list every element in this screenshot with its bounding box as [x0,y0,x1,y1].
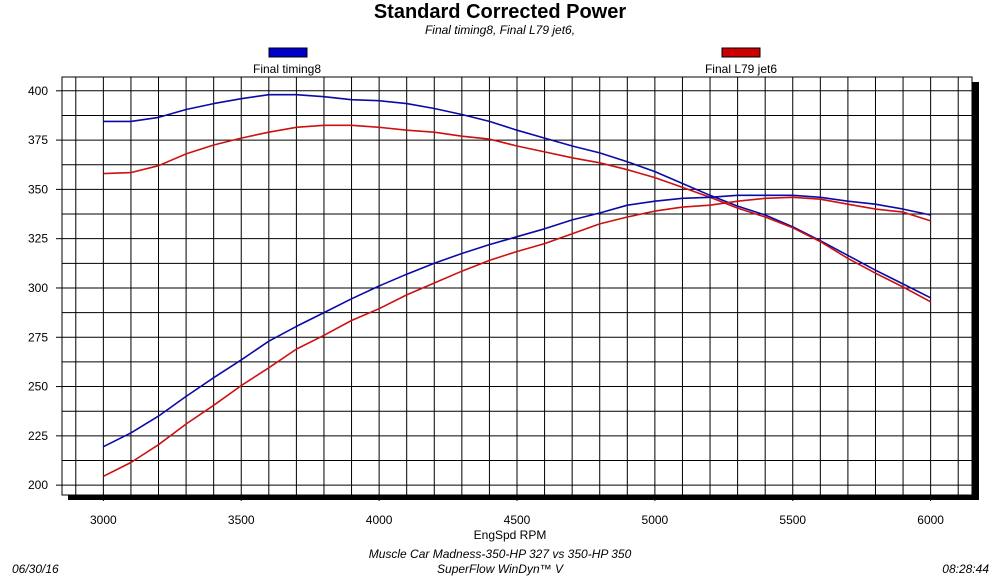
x-axis-label: EngSpd RPM [474,528,547,542]
chart-title: Standard Corrected Power [374,1,627,23]
legend-swatch-final-timing8 [268,47,308,58]
series-group [103,93,931,478]
series-line-final-l79-jet6-torque [103,124,931,303]
x-tick-label: 4000 [366,513,393,527]
x-tick-label: 3500 [228,513,255,527]
x-tick-label: 5000 [642,513,669,527]
series-line-final-l79-jet6-power [103,196,931,478]
x-tick-label: 4500 [504,513,531,527]
legend-swatch-final-l79-jet6 [721,47,761,58]
x-tick-label: 6000 [917,513,944,527]
legend: Final timing8 Final L79 jet6 [253,47,777,76]
x-tick-label: 3000 [90,513,117,527]
y-tick-label: 350 [28,182,48,196]
y-tick-label: 400 [28,84,48,98]
legend-label-final-timing8: Final timing8 [253,62,321,76]
y-tick-label: 200 [28,478,48,492]
grid [62,77,972,495]
chart-subtitle: Final timing8, Final L79 jet6, [425,23,575,37]
series-line-final-timing8-power [103,194,931,448]
y-tick-label: 325 [28,232,48,246]
y-tick-label: 300 [28,281,48,295]
x-tick-label: 5500 [779,513,806,527]
axis-ticks: 200 225 250 275 300 325 350 375 400 3000 3500 4000 4… [28,84,944,527]
y-tick-label: 375 [28,133,48,147]
series-line-final-timing8-torque [103,93,931,299]
footer-date: 06/30/16 [12,562,59,576]
footer-software: SuperFlow WinDyn™ V [437,562,564,576]
y-tick-label: 225 [28,429,48,443]
y-tick-label: 250 [28,380,48,394]
legend-label-final-l79-jet6: Final L79 jet6 [705,62,777,76]
footer-title: Muscle Car Madness-350-HP 327 vs 350-HP … [369,547,632,561]
footer-time: 08:28:44 [942,562,989,576]
y-tick-label: 275 [28,330,48,344]
